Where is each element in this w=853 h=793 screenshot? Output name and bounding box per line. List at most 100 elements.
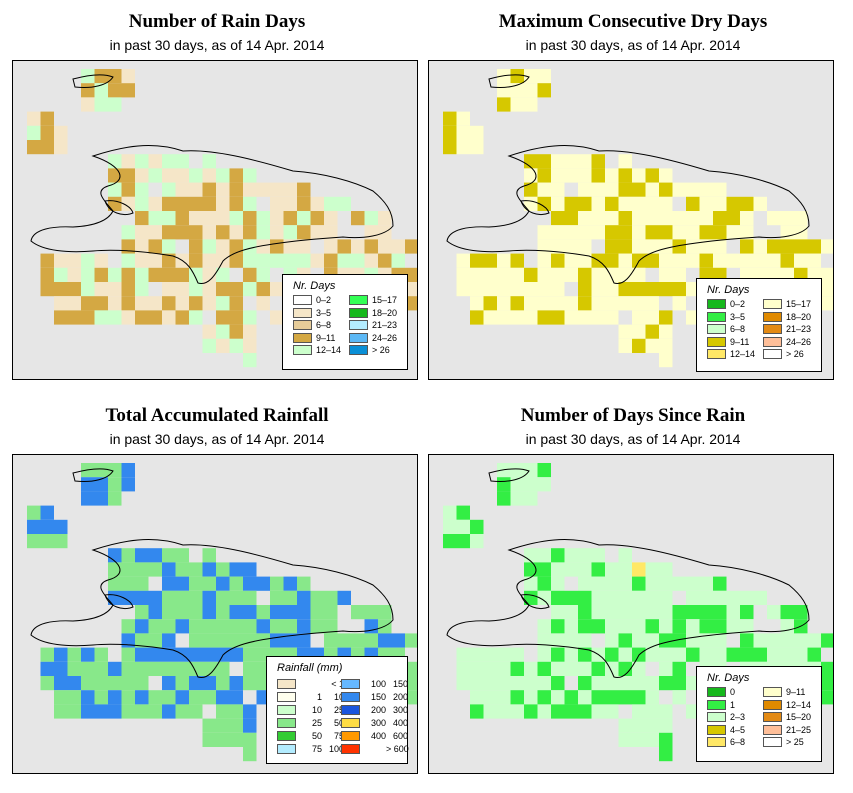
grid-cell: [108, 154, 122, 169]
grid-cell: [121, 182, 135, 197]
grid-cell: [537, 576, 551, 591]
grid-cell: [686, 619, 700, 634]
grid-cell: [175, 548, 189, 563]
grid-cell: [713, 182, 727, 197]
grid-cell: [659, 718, 673, 733]
grid-cell: [297, 239, 311, 254]
legend-label-high: 400: [392, 718, 408, 728]
grid-cell: [524, 562, 538, 577]
grid-cell: [283, 605, 297, 620]
grid-cell: [67, 690, 81, 705]
grid-cell: [121, 619, 135, 634]
grid-cell: [659, 310, 673, 325]
grid-cell: [27, 519, 41, 534]
grid-cell: [672, 211, 686, 226]
grid-cell: [202, 647, 216, 662]
grid-cell: [591, 704, 605, 719]
legend-swatch: [349, 332, 368, 343]
grid-cell: [659, 619, 673, 634]
grid-cell: [618, 267, 632, 282]
grid-cell: [510, 267, 524, 282]
grid-cell: [108, 310, 122, 325]
grid-cell: [686, 253, 700, 268]
grid-cell: [672, 633, 686, 648]
grid-cell: [605, 225, 619, 240]
legend-entry: 18–20: [349, 307, 397, 319]
grid-cell: [780, 253, 794, 268]
grid-cell: [591, 182, 605, 197]
map-grid: [27, 69, 417, 368]
grid-cell: [283, 239, 297, 254]
grid-cell: [726, 225, 740, 240]
grid-cell: [645, 576, 659, 591]
grid-cell: [229, 253, 243, 268]
grid-cell: [216, 704, 230, 719]
grid-cell: [108, 704, 122, 719]
grid-cell: [578, 225, 592, 240]
grid-cell: [497, 296, 511, 311]
grid-cell: [510, 253, 524, 268]
grid-cell: [405, 282, 417, 297]
grid-cell: [551, 267, 565, 282]
grid-cell: [67, 676, 81, 691]
grid-cell: [632, 196, 646, 211]
grid-cell: [148, 562, 162, 577]
grid-cell: [121, 463, 135, 478]
grid-cell: [121, 548, 135, 563]
grid-cell: [94, 83, 108, 98]
grid-cell: [578, 196, 592, 211]
grid-cell: [54, 647, 68, 662]
grid-cell: [807, 633, 821, 648]
grid-cell: [229, 225, 243, 240]
grid-cell: [40, 505, 54, 520]
grid-cell: [270, 182, 284, 197]
grid-cell: [283, 196, 297, 211]
grid-cell: [632, 324, 646, 339]
legend-label-high: 150: [392, 679, 408, 689]
grid-cell: [632, 718, 646, 733]
grid-cell: [229, 310, 243, 325]
legend-label: 9–11: [786, 687, 806, 697]
grid-cell: [551, 647, 565, 662]
grid-cell: [794, 253, 808, 268]
legend-entry: 15–17: [349, 295, 397, 306]
grid-cell: [591, 310, 605, 325]
grid-cell: [605, 562, 619, 577]
grid-cell: [470, 125, 484, 140]
grid-cell: [713, 196, 727, 211]
grid-cell: [148, 253, 162, 268]
grid-cell: [229, 619, 243, 634]
grid-cell: [456, 505, 470, 520]
grid-cell: [243, 310, 257, 325]
grid-cell: [391, 239, 405, 254]
grid-cell: [686, 605, 700, 620]
grid-cell: [135, 690, 149, 705]
grid-cell: [270, 590, 284, 605]
grid-cell: [564, 196, 578, 211]
grid-cell: [578, 661, 592, 676]
grid-cell: [713, 633, 727, 648]
map-grid: [443, 69, 833, 368]
grid-cell: [108, 282, 122, 297]
grid-cell: [135, 633, 149, 648]
grid-cell: [753, 590, 767, 605]
grid-cell: [351, 253, 365, 268]
legend-swatch: [277, 731, 296, 741]
grid-cell: [94, 253, 108, 268]
grid-cell: [162, 168, 176, 183]
legend-label-high: 300: [392, 705, 408, 715]
grid-cell: [645, 590, 659, 605]
grid-cell: [81, 282, 95, 297]
grid-cell: [135, 225, 149, 240]
grid-cell: [659, 253, 673, 268]
lake-outline: [520, 200, 550, 215]
grid-cell: [175, 576, 189, 591]
legend-label: 18–20: [786, 311, 812, 322]
grid-cell: [94, 477, 108, 492]
grid-cell: [551, 253, 565, 268]
grid-cell: [794, 605, 808, 620]
grid-cell: [537, 704, 551, 719]
legend-entry: 2–3: [707, 712, 745, 723]
grid-cell: [551, 590, 565, 605]
grid-cell: [216, 267, 230, 282]
